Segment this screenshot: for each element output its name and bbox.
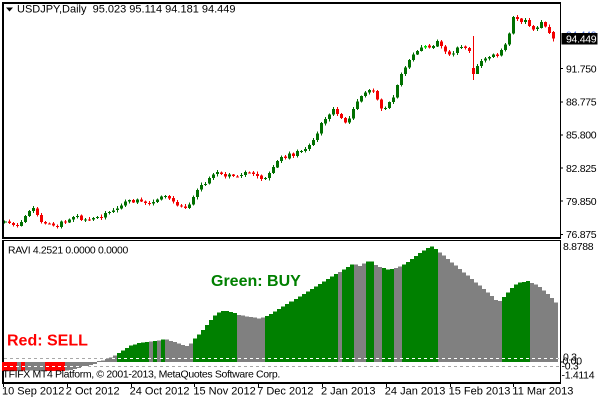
svg-text:15 Nov 2012: 15 Nov 2012 — [193, 386, 255, 398]
svg-text:94.449: 94.449 — [566, 33, 597, 45]
svg-text:-0.3: -0.3 — [562, 361, 579, 373]
svg-text:TFIFX MT4 Platform, © 2001-201: TFIFX MT4 Platform, © 2001-2013, MetaQuo… — [3, 369, 280, 381]
svg-text:79.850: 79.850 — [566, 196, 597, 208]
svg-text:91.750: 91.750 — [566, 63, 597, 75]
svg-text:11 Mar 2013: 11 Mar 2013 — [512, 386, 573, 398]
svg-text:Green: BUY: Green: BUY — [211, 273, 301, 290]
svg-text:88.775: 88.775 — [566, 97, 597, 109]
svg-text:7 Dec 2012: 7 Dec 2012 — [257, 386, 313, 398]
svg-text:85.800: 85.800 — [566, 130, 597, 142]
svg-text:76.875: 76.875 — [566, 229, 597, 241]
svg-text:0.3: 0.3 — [563, 352, 577, 364]
svg-text:Red: SELL: Red: SELL — [7, 333, 88, 350]
svg-text:2 Oct 2012: 2 Oct 2012 — [66, 386, 120, 398]
svg-text:24 Oct 2012: 24 Oct 2012 — [130, 386, 190, 398]
svg-text:15 Feb 2013: 15 Feb 2013 — [449, 386, 511, 398]
svg-text:8.8788: 8.8788 — [563, 241, 594, 253]
svg-text:2 Jan 2013: 2 Jan 2013 — [321, 386, 375, 398]
svg-text:82.825: 82.825 — [566, 163, 597, 175]
svg-text:-1.4114: -1.4114 — [562, 370, 595, 382]
svg-text:RAVI 4.2521 0.0000 0.0000: RAVI 4.2521 0.0000 0.0000 — [8, 246, 129, 257]
svg-text:24 Jan 2013: 24 Jan 2013 — [385, 386, 446, 398]
svg-text:10 Sep 2012: 10 Sep 2012 — [2, 386, 64, 398]
svg-text:USDJPY,Daily 95.023 95.114 94: USDJPY,Daily 95.023 95.114 94.181 94.449 — [17, 4, 236, 16]
svg-text:0.00: 0.00 — [563, 356, 583, 368]
